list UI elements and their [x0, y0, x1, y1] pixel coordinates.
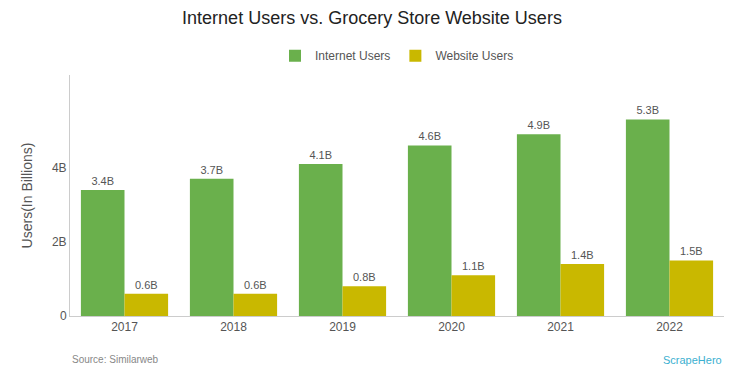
svg-text:Source: Similarweb: Source: Similarweb [72, 354, 159, 365]
svg-text:Website Users: Website Users [435, 49, 513, 63]
svg-text:2021: 2021 [547, 320, 574, 334]
svg-text:2B: 2B [52, 235, 67, 249]
svg-text:ScrapeHero: ScrapeHero [663, 354, 722, 366]
svg-text:2022: 2022 [656, 320, 683, 334]
svg-text:Users(In Billions): Users(In Billions) [19, 143, 35, 249]
svg-text:2017: 2017 [111, 320, 138, 334]
svg-text:1.1B: 1.1B [462, 260, 485, 272]
svg-text:3.4B: 3.4B [91, 175, 114, 187]
svg-text:Internet Users: Internet Users [315, 49, 390, 63]
svg-text:0.6B: 0.6B [135, 279, 158, 291]
svg-text:4.9B: 4.9B [527, 119, 550, 131]
svg-text:4.6B: 4.6B [418, 130, 441, 142]
svg-text:0: 0 [60, 309, 67, 323]
svg-text:4B: 4B [52, 161, 67, 175]
svg-text:3.7B: 3.7B [200, 164, 223, 176]
svg-text:1.4B: 1.4B [571, 249, 594, 261]
svg-text:1.5B: 1.5B [680, 245, 703, 257]
svg-text:2018: 2018 [220, 320, 247, 334]
svg-text:0.8B: 0.8B [353, 271, 376, 283]
svg-text:5.3B: 5.3B [636, 104, 659, 116]
svg-text:4.1B: 4.1B [309, 149, 332, 161]
svg-text:Internet Users vs. Grocery Sto: Internet Users vs. Grocery Store Website… [182, 8, 562, 28]
svg-text:2019: 2019 [329, 320, 356, 334]
svg-text:2020: 2020 [438, 320, 465, 334]
svg-text:0.6B: 0.6B [244, 279, 267, 291]
